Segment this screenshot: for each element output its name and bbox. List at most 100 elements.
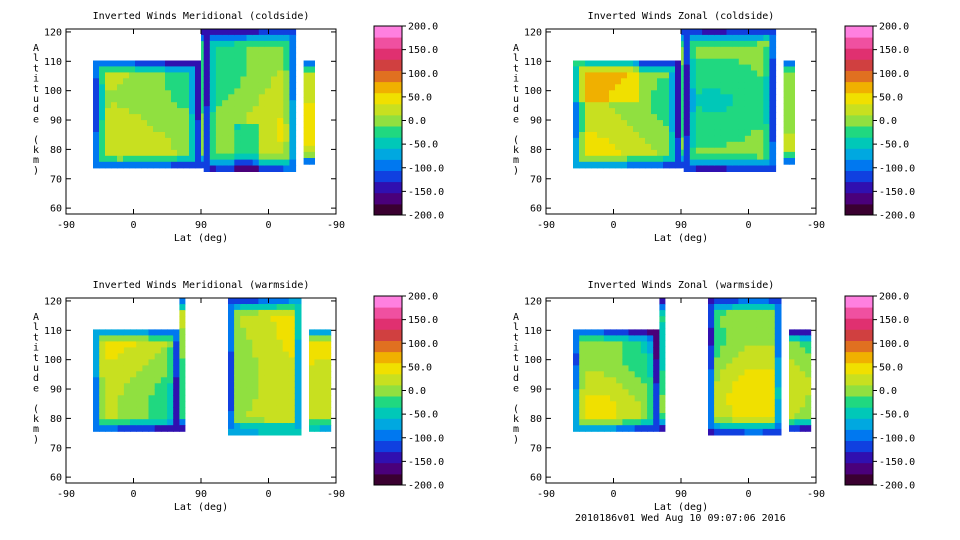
contour-cell [246, 106, 254, 113]
contour-cell [159, 72, 166, 79]
contour-cell [167, 407, 174, 414]
contour-cell [794, 383, 801, 390]
contour-cell [738, 333, 746, 341]
contour-cell [325, 383, 332, 390]
contour-cell [105, 149, 112, 157]
contour-cell [222, 94, 229, 101]
contour-field [93, 29, 315, 172]
contour-cell [167, 341, 174, 348]
contour-cell [215, 141, 223, 149]
contour-cell [708, 141, 715, 149]
contour-cell [622, 425, 630, 432]
contour-cell [714, 381, 721, 388]
contour-cell [105, 365, 113, 372]
contour-cell [240, 112, 248, 119]
contour-cell [627, 155, 634, 163]
contour-cell [93, 60, 100, 68]
contour-cell [258, 387, 266, 394]
contour-cell [183, 96, 190, 103]
contour-cell [117, 126, 124, 133]
contour-cell [591, 419, 599, 426]
contour-cell [289, 82, 297, 89]
contour-cell [154, 365, 162, 372]
contour-cell [93, 126, 100, 133]
contour-cell [282, 345, 290, 353]
contour-cell [675, 72, 682, 79]
contour-cell [123, 143, 130, 151]
contour-cell [720, 309, 727, 317]
contour-cell [111, 389, 119, 396]
contour-cell [744, 375, 752, 382]
contour-cell [621, 90, 628, 97]
contour-cell [153, 66, 160, 73]
contour-cell [167, 347, 174, 354]
contour-cell [726, 52, 734, 60]
contour-cell [165, 155, 172, 163]
contour-cell [314, 329, 321, 336]
contour-cell [756, 375, 764, 382]
contour-cell [252, 159, 260, 167]
contour-cell [720, 147, 728, 155]
contour-cell [240, 304, 247, 311]
contour-cell [271, 112, 278, 119]
contour-cell [689, 141, 697, 149]
contour-cell [695, 118, 703, 125]
contour-cell [309, 97, 315, 104]
contour-cell [708, 118, 715, 125]
contour-cell [189, 114, 196, 121]
contour-cell [681, 47, 685, 54]
contour-cell [585, 60, 592, 68]
contour-cell [750, 345, 758, 353]
contour-cell [783, 145, 790, 153]
contour-cell [289, 159, 297, 167]
contour-cell [130, 335, 137, 342]
contour-cell [585, 108, 592, 115]
contour-cell [129, 60, 136, 68]
contour-cell [276, 309, 284, 317]
contour-cell [732, 417, 739, 424]
contour-cell [675, 149, 682, 157]
y-tick-label: 100 [44, 86, 62, 97]
contour-cell [123, 371, 131, 378]
contour-cell [303, 84, 310, 92]
contour-cell [639, 102, 646, 109]
contour-cell [105, 395, 113, 402]
contour-cell [289, 76, 297, 83]
contour-cell [147, 149, 154, 157]
contour-cell [653, 377, 660, 384]
contour-cell [714, 369, 721, 376]
contour-cell [789, 425, 795, 432]
contour-cell [726, 153, 734, 161]
contour-cell [783, 66, 790, 74]
contour-cell [774, 345, 782, 353]
contour-cell [628, 371, 636, 378]
contour-cell [579, 407, 586, 414]
contour-cell [195, 149, 202, 157]
colorbar-swatch [374, 159, 402, 171]
x-tick-label: 0 [265, 220, 271, 231]
contour-cell [597, 120, 604, 127]
contour-cell [757, 106, 764, 113]
contour-cell [209, 118, 217, 125]
contour-cell [622, 335, 630, 342]
contour-cell [130, 347, 137, 354]
contour-cell [277, 147, 284, 155]
contour-cell [171, 161, 178, 169]
contour-cell [252, 363, 259, 371]
contour-cell [264, 46, 272, 54]
contour-cell [234, 369, 241, 376]
contour-cell [177, 66, 184, 73]
contour-cell [750, 309, 758, 317]
contour-cell [653, 347, 660, 354]
contour-cell [258, 118, 266, 125]
contour-cell [153, 90, 160, 97]
contour-cell [714, 118, 721, 125]
contour-cell [117, 132, 124, 139]
colorbar-tick-label: -50.0 [879, 140, 909, 151]
contour-cell [179, 425, 186, 432]
contour-cell [640, 359, 648, 366]
contour-cell [309, 127, 315, 135]
contour-cell [744, 34, 752, 42]
contour-cell [215, 106, 223, 113]
contour-cell [622, 353, 630, 360]
